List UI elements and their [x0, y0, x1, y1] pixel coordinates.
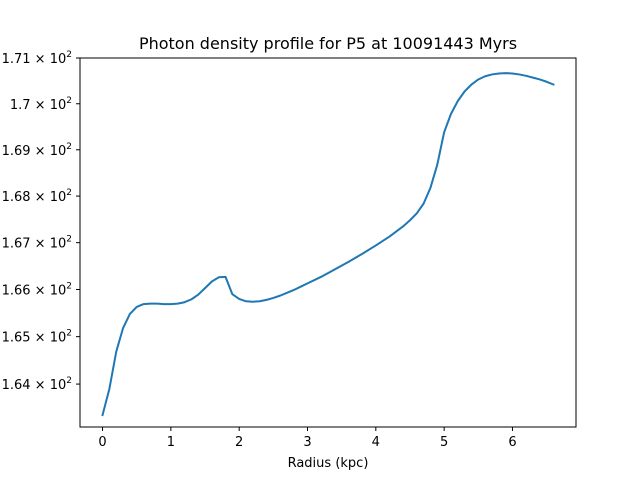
y-tick-base: 10 [50, 144, 67, 159]
y-tick-times-sign: × [31, 331, 50, 346]
y-tick-label: 1.64 × 102 [2, 376, 72, 393]
y-tick-mantissa: 1.71 [2, 52, 31, 67]
y-tick-label: 1.71 × 102 [2, 50, 72, 67]
x-tick-label: 4 [372, 435, 380, 450]
y-tick-base: 10 [50, 331, 67, 346]
x-tick-label: 2 [235, 435, 243, 450]
y-tick-exponent: 2 [66, 188, 72, 198]
y-tick-mantissa: 1.7 [10, 98, 31, 113]
x-axis: 0 1 2 3 4 5 6 [98, 427, 517, 450]
y-tick-mantissa: 1.68 [2, 190, 31, 205]
x-tick-label: 3 [303, 435, 311, 450]
y-tick-times-sign: × [31, 378, 50, 393]
y-tick-mantissa: 1.69 [2, 144, 31, 159]
y-tick-exponent: 2 [66, 96, 72, 106]
y-tick-exponent: 2 [66, 376, 72, 386]
y-tick-exponent: 2 [66, 329, 72, 339]
y-tick-base: 10 [50, 284, 67, 299]
x-tick-label: 1 [167, 435, 175, 450]
y-tick-mantissa: 1.64 [2, 378, 31, 393]
y-tick-label: 1.65 × 102 [2, 329, 72, 346]
y-tick-label: 1.7 × 102 [10, 96, 72, 113]
y-tick-times-sign: × [31, 144, 50, 159]
x-tick-label: 5 [440, 435, 448, 450]
y-tick-times-sign: × [31, 237, 50, 252]
y-tick-times-sign: × [31, 284, 50, 299]
y-tick-label: 1.67 × 102 [2, 235, 72, 252]
y-tick-exponent: 2 [66, 50, 72, 60]
y-tick-exponent: 2 [66, 235, 72, 245]
y-tick-mantissa: 1.65 [2, 331, 31, 346]
y-tick-base: 10 [50, 98, 67, 113]
y-tick-label: 1.69 × 102 [2, 142, 72, 159]
y-tick-label: 1.68 × 102 [2, 188, 72, 205]
y-tick-label: 1.66 × 102 [2, 282, 72, 299]
x-tick-label: 6 [508, 435, 516, 450]
x-axis-label: Radius (kpc) [288, 456, 369, 471]
y-tick-times-sign: × [31, 52, 50, 67]
y-tick-base: 10 [50, 378, 67, 393]
y-tick-exponent: 2 [66, 142, 72, 152]
y-tick-base: 10 [50, 237, 67, 252]
y-tick-exponent: 2 [66, 282, 72, 292]
y-tick-mantissa: 1.66 [2, 284, 31, 299]
y-tick-base: 10 [50, 52, 67, 67]
y-tick-mantissa: 1.67 [2, 237, 31, 252]
chart-title: Photon density profile for P5 at 1009144… [139, 34, 517, 53]
y-tick-times-sign: × [31, 98, 50, 113]
x-tick-label: 0 [98, 435, 106, 450]
y-tick-base: 10 [50, 190, 67, 205]
series-line [101, 72, 555, 417]
y-tick-times-sign: × [31, 190, 50, 205]
